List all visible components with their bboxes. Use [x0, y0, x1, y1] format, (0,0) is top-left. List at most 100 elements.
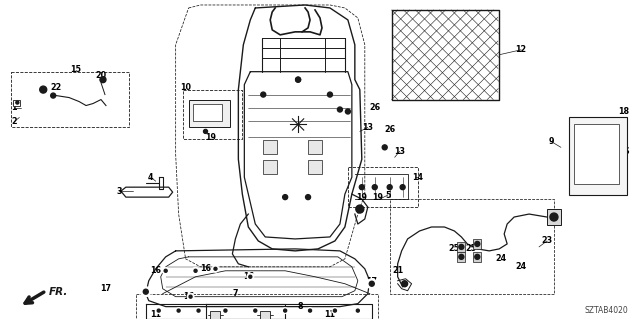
Bar [458, 242, 465, 252]
Circle shape [459, 244, 464, 249]
Text: 19: 19 [205, 133, 216, 142]
Circle shape [223, 308, 228, 314]
Text: 24: 24 [495, 254, 507, 263]
Bar [458, 252, 465, 262]
Circle shape [475, 241, 480, 246]
Text: 9: 9 [548, 137, 554, 146]
Circle shape [187, 293, 194, 300]
Circle shape [249, 275, 252, 278]
Bar [308, 160, 322, 174]
Circle shape [175, 308, 182, 314]
Text: FR.: FR. [49, 287, 68, 297]
Circle shape [382, 145, 387, 150]
Circle shape [402, 281, 408, 287]
Text: 10: 10 [180, 83, 191, 92]
Bar [547, 209, 561, 225]
Text: 14: 14 [412, 173, 423, 182]
Circle shape [51, 93, 56, 98]
Circle shape [247, 273, 254, 280]
Circle shape [308, 309, 312, 312]
Bar [263, 140, 277, 154]
Circle shape [296, 77, 301, 82]
Circle shape [355, 308, 361, 314]
Text: 18: 18 [618, 107, 629, 116]
Circle shape [252, 308, 259, 314]
Circle shape [197, 309, 200, 312]
Circle shape [284, 309, 287, 312]
Circle shape [282, 308, 288, 314]
Circle shape [162, 267, 169, 274]
Circle shape [307, 308, 313, 314]
Bar [211, 311, 220, 319]
Circle shape [164, 269, 167, 272]
Text: 16: 16 [183, 292, 194, 301]
Circle shape [214, 267, 217, 270]
Circle shape [305, 195, 310, 200]
Circle shape [475, 254, 480, 259]
Circle shape [143, 289, 148, 294]
Circle shape [192, 267, 199, 274]
Text: 19: 19 [372, 193, 383, 202]
Text: 22: 22 [51, 83, 62, 92]
Circle shape [346, 109, 350, 114]
Circle shape [459, 254, 464, 259]
Text: 21: 21 [392, 266, 403, 275]
Circle shape [194, 269, 197, 272]
Text: 2: 2 [12, 117, 17, 126]
Text: 11: 11 [150, 310, 161, 319]
Text: 26: 26 [384, 125, 396, 134]
Text: 8: 8 [297, 302, 303, 311]
Bar [474, 252, 481, 262]
Bar [569, 117, 627, 195]
Circle shape [196, 308, 202, 314]
Circle shape [212, 265, 219, 272]
Text: 13: 13 [394, 147, 405, 156]
Circle shape [333, 309, 337, 312]
Bar [193, 104, 223, 122]
Circle shape [40, 86, 47, 93]
Circle shape [296, 77, 301, 82]
Circle shape [283, 195, 287, 200]
Text: 5: 5 [385, 191, 390, 200]
Text: SZTAB4020: SZTAB4020 [585, 306, 628, 315]
Circle shape [550, 213, 558, 221]
Circle shape [141, 287, 151, 297]
Circle shape [400, 185, 405, 190]
Circle shape [16, 101, 19, 104]
Bar [308, 140, 322, 154]
Text: 25: 25 [449, 244, 460, 253]
Circle shape [367, 279, 377, 289]
Bar [13, 100, 20, 106]
Circle shape [100, 77, 106, 83]
Text: 3: 3 [116, 187, 122, 196]
Circle shape [356, 205, 364, 213]
Circle shape [260, 92, 266, 97]
Circle shape [372, 185, 377, 190]
Text: 16: 16 [200, 264, 211, 273]
Bar [260, 311, 270, 319]
Bar [574, 124, 619, 184]
Text: 11: 11 [324, 310, 335, 319]
Circle shape [204, 129, 207, 133]
Text: 12: 12 [516, 45, 527, 54]
Circle shape [157, 309, 160, 312]
Text: 6: 6 [624, 147, 629, 156]
Circle shape [337, 107, 342, 112]
Bar [189, 100, 230, 127]
Text: 1: 1 [12, 103, 17, 112]
Text: 23: 23 [541, 236, 552, 245]
Text: 20: 20 [95, 71, 106, 80]
Text: 17: 17 [100, 284, 111, 293]
Circle shape [254, 309, 257, 312]
Text: 7: 7 [232, 289, 238, 298]
Text: 25: 25 [466, 244, 477, 253]
Text: 15: 15 [70, 65, 81, 74]
Circle shape [356, 309, 359, 312]
Circle shape [328, 92, 332, 97]
Text: 16: 16 [243, 272, 254, 281]
Circle shape [156, 308, 162, 314]
Text: 26: 26 [369, 103, 380, 112]
Circle shape [189, 295, 192, 298]
Text: 17: 17 [366, 277, 377, 286]
Text: 4: 4 [148, 173, 154, 182]
